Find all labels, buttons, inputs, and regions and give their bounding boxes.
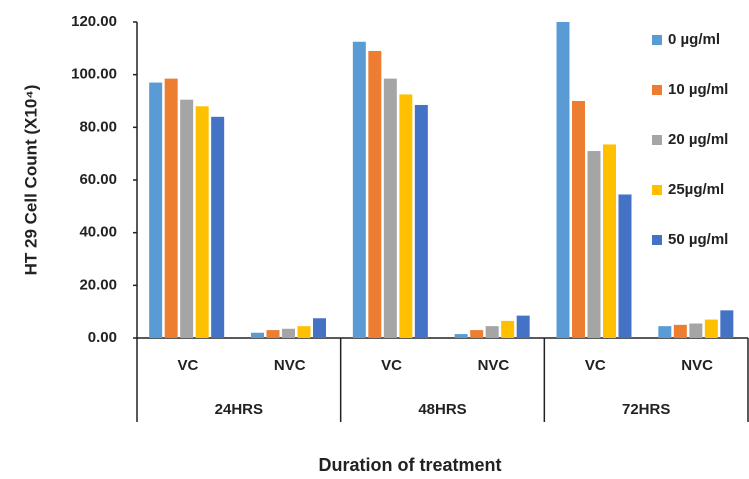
bar <box>211 116 225 338</box>
bar <box>368 50 382 338</box>
legend-label: 25µg/ml <box>668 181 724 198</box>
legend-swatch <box>652 235 662 245</box>
bar <box>297 326 311 338</box>
x-tick-label: VC <box>585 357 606 374</box>
group-label: 24HRS <box>215 401 263 418</box>
bar <box>485 326 499 338</box>
legend-swatch <box>652 35 662 45</box>
y-tick-label: 20.00 <box>79 276 117 293</box>
legend-label: 10 µg/ml <box>668 81 728 98</box>
y-axis-label: HT 29 Cell Count (X10⁴) <box>21 85 40 276</box>
group-label: 48HRS <box>418 401 466 418</box>
legend-label: 20 µg/ml <box>668 131 728 148</box>
bar <box>587 151 601 338</box>
bar <box>516 315 530 338</box>
bar <box>282 328 295 338</box>
bar <box>673 324 687 338</box>
bar <box>414 104 428 338</box>
x-axis-label: Duration of treatment <box>318 455 501 475</box>
y-tick-label: 120.00 <box>71 13 117 30</box>
group-label: 72HRS <box>622 401 670 418</box>
bar <box>658 326 672 338</box>
y-tick-label: 0.00 <box>88 329 117 346</box>
bar <box>720 310 734 338</box>
y-tick-label: 80.00 <box>79 118 117 135</box>
bar <box>251 332 264 338</box>
y-tick-label: 100.00 <box>71 66 117 83</box>
x-tick-label: VC <box>381 357 402 374</box>
bar <box>454 334 468 338</box>
bar <box>572 101 585 338</box>
bar <box>313 318 326 338</box>
x-tick-label: VC <box>177 357 198 374</box>
bar <box>399 94 413 339</box>
bar <box>603 144 616 338</box>
bar <box>352 41 366 338</box>
legend-label: 0 µg/ml <box>668 31 720 48</box>
bar <box>704 319 718 338</box>
bar <box>164 78 178 338</box>
bar <box>180 99 194 338</box>
y-tick-label: 60.00 <box>79 171 117 188</box>
legend-swatch <box>652 135 662 145</box>
y-tick-label: 40.00 <box>79 224 117 241</box>
legend-label: 50 µg/ml <box>668 231 728 248</box>
bar <box>556 22 570 338</box>
x-tick-label: NVC <box>274 357 306 374</box>
legend-swatch <box>652 85 662 95</box>
bar <box>266 330 280 338</box>
bar <box>501 320 515 338</box>
legend-swatch <box>652 185 662 195</box>
x-tick-label: NVC <box>681 357 713 374</box>
bar <box>195 106 209 339</box>
bar <box>618 194 632 338</box>
bar <box>470 330 484 338</box>
x-tick-label: NVC <box>478 357 510 374</box>
bar <box>149 82 163 338</box>
bar <box>689 323 703 338</box>
bar <box>383 78 397 338</box>
